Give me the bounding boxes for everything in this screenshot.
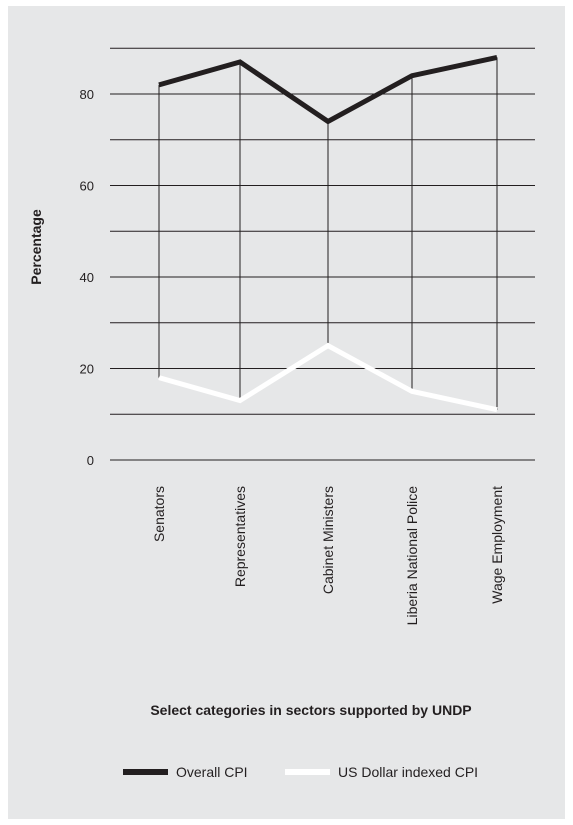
grid [110,47,535,461]
y-tick-label: 0 [87,453,94,468]
x-tick-label: Representatives [232,486,248,587]
legend: Overall CPI US Dollar indexed CPI [123,764,478,780]
y-tick-label: 20 [80,362,94,377]
chart-panel: 0 20 40 60 80 Senators Representatives Cabinet… [8,6,565,819]
legend-label: US Dollar indexed CPI [338,764,478,780]
y-axis-ticks: 0 20 40 60 80 [80,87,94,468]
series-line-us-dollar-indexed-cpi [158,342,498,413]
x-tick-label: Senators [151,486,167,542]
category-drop-lines [158,57,498,410]
x-tick-label: Cabinet Ministers [320,486,336,594]
x-axis-label: Select categories in sectors supported b… [150,702,471,718]
y-tick-label: 40 [80,270,94,285]
legend-label: Overall CPI [176,764,248,780]
x-tick-label: Wage Employment [489,486,505,604]
series-line-overall-cpi [158,54,498,125]
x-axis-categories: Senators Representatives Cabinet Ministers… [151,486,505,626]
y-axis-label: Percentage [28,209,44,285]
series-lines [158,54,498,413]
line-chart: 0 20 40 60 80 Senators Representatives Cabinet… [28,47,535,780]
y-tick-label: 60 [80,179,94,194]
x-tick-label: Liberia National Police [404,486,420,626]
y-tick-label: 80 [80,87,94,102]
